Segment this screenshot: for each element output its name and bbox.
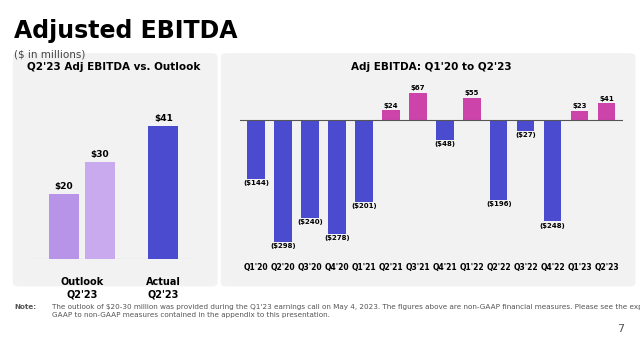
Bar bbox=[301, 120, 319, 218]
Text: $41: $41 bbox=[154, 114, 173, 123]
Bar bbox=[436, 120, 454, 140]
Title: Q2'23 Adj EBITDA vs. Outlook: Q2'23 Adj EBITDA vs. Outlook bbox=[27, 62, 200, 72]
Text: Actual: Actual bbox=[146, 277, 180, 287]
Bar bbox=[490, 120, 508, 200]
Text: The outlook of $20-30 million was provided during the Q1'23 earnings call on May: The outlook of $20-30 million was provid… bbox=[52, 304, 640, 318]
Text: $55: $55 bbox=[465, 90, 479, 96]
Text: $23: $23 bbox=[572, 104, 587, 109]
Text: ($201): ($201) bbox=[351, 203, 377, 210]
Bar bbox=[571, 111, 588, 120]
Text: ($144): ($144) bbox=[243, 180, 269, 186]
Bar bbox=[248, 120, 265, 179]
Text: ($278): ($278) bbox=[324, 235, 350, 241]
Text: 7: 7 bbox=[617, 324, 624, 334]
Text: Note:: Note: bbox=[14, 304, 36, 309]
Title: Adj EBITDA: Q1'20 to Q2'23: Adj EBITDA: Q1'20 to Q2'23 bbox=[351, 62, 511, 72]
Bar bbox=[328, 120, 346, 234]
Text: $20: $20 bbox=[54, 182, 73, 191]
Text: Q2'23: Q2'23 bbox=[66, 290, 97, 300]
Text: ($48): ($48) bbox=[435, 141, 455, 147]
Bar bbox=[409, 93, 427, 120]
Text: $24: $24 bbox=[383, 103, 398, 109]
Text: ($240): ($240) bbox=[297, 219, 323, 225]
Bar bbox=[382, 110, 400, 120]
Text: ($248): ($248) bbox=[540, 223, 566, 228]
Text: $41: $41 bbox=[599, 96, 614, 102]
Bar bbox=[544, 120, 561, 221]
Bar bbox=[463, 98, 481, 120]
Text: Q2'23: Q2'23 bbox=[148, 290, 179, 300]
Bar bbox=[517, 120, 534, 131]
Text: $67: $67 bbox=[411, 85, 425, 92]
Text: Outlook: Outlook bbox=[60, 277, 104, 287]
Text: Adjusted EBITDA: Adjusted EBITDA bbox=[14, 19, 237, 43]
Text: ($196): ($196) bbox=[486, 201, 511, 208]
Bar bbox=[355, 120, 372, 202]
Bar bbox=[275, 120, 292, 242]
Text: $30: $30 bbox=[90, 150, 109, 159]
Text: ($298): ($298) bbox=[270, 243, 296, 249]
Bar bbox=[49, 194, 79, 259]
Text: ($27): ($27) bbox=[515, 132, 536, 138]
Bar bbox=[84, 162, 115, 259]
Text: ($ in millions): ($ in millions) bbox=[14, 50, 86, 60]
Bar bbox=[148, 126, 179, 259]
Bar bbox=[598, 103, 615, 120]
